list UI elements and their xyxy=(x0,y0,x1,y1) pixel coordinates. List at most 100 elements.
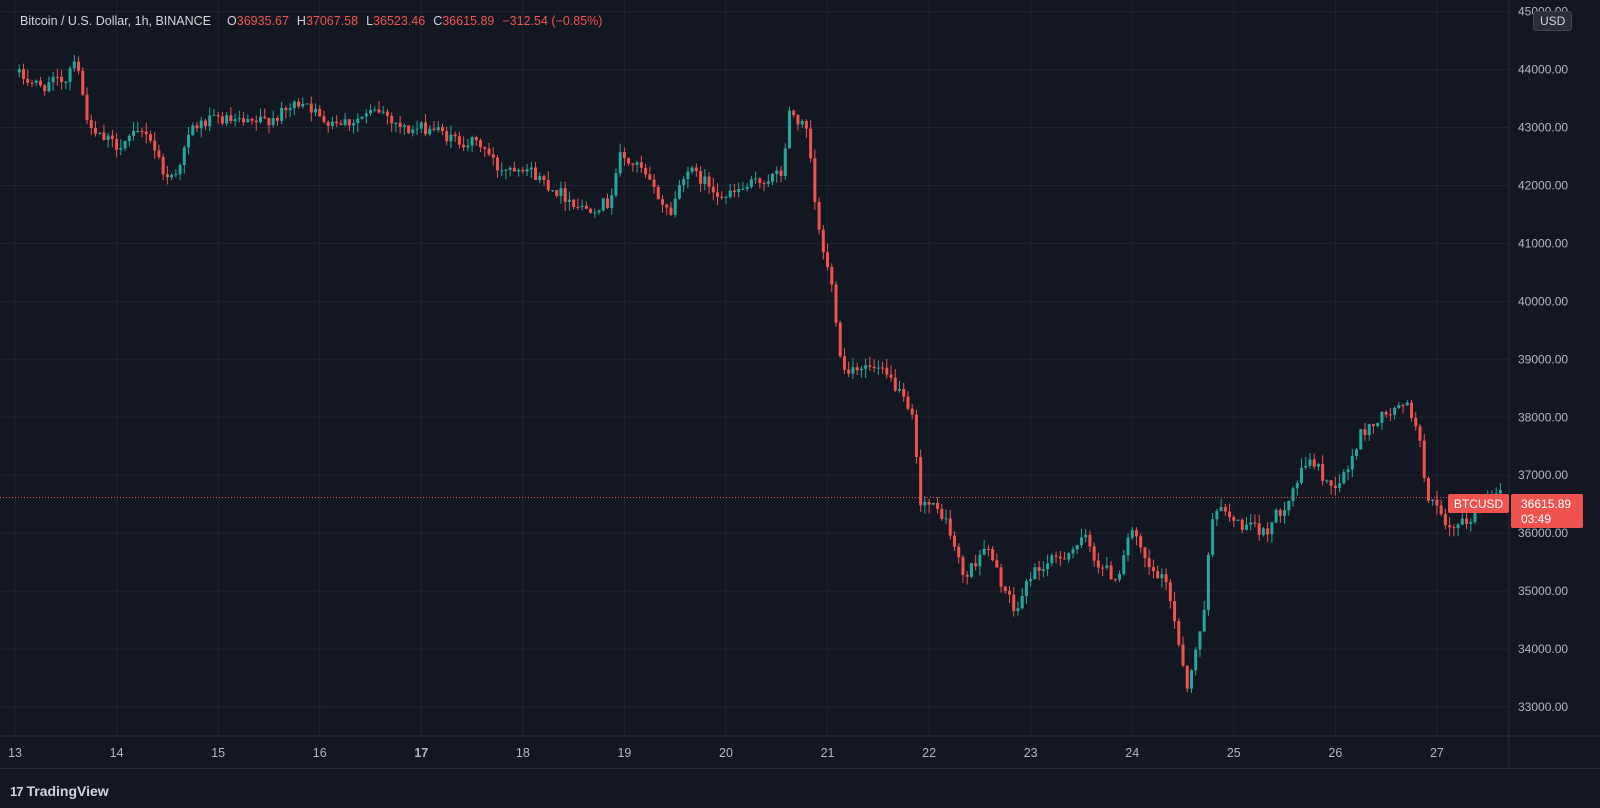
symbol-title[interactable]: Bitcoin / U.S. Dollar, 1h, BINANCE xyxy=(20,14,212,28)
candle-up xyxy=(944,518,948,520)
candle-down xyxy=(1143,547,1147,559)
candle-up xyxy=(500,170,504,172)
candle-up xyxy=(1206,554,1210,610)
candle-down xyxy=(93,128,97,134)
candle-down xyxy=(919,456,923,506)
candle-down xyxy=(479,140,483,148)
candle-down xyxy=(910,408,914,415)
price-tick-label: 39000.00 xyxy=(1518,352,1568,366)
candle-up xyxy=(1405,402,1409,406)
legend-header: Bitcoin / U.S. Dollar, 1h, BINANCE O 3693… xyxy=(20,12,602,30)
candle-up xyxy=(428,128,432,135)
candle-up xyxy=(136,130,140,132)
candle-down xyxy=(914,414,918,457)
candle-up xyxy=(766,181,770,184)
candle-down xyxy=(669,207,673,215)
candle-down xyxy=(275,117,279,121)
candle-up xyxy=(1393,407,1397,415)
candle-up xyxy=(851,367,855,374)
candle-down xyxy=(309,103,313,113)
candle-down xyxy=(948,518,952,536)
low-label: L xyxy=(366,14,374,28)
candle-down xyxy=(534,167,538,180)
btcusd-label-bg xyxy=(1448,494,1509,513)
candle-down xyxy=(339,123,343,125)
candle-down xyxy=(572,199,576,207)
candle-up xyxy=(703,176,707,184)
candlestick-chart[interactable]: 45000.0044000.0043000.0042000.0041000.00… xyxy=(0,0,1600,768)
time-tick-label: 23 xyxy=(1024,746,1038,760)
candle-up xyxy=(1084,534,1088,538)
candle-down xyxy=(732,190,736,193)
candle-down xyxy=(546,180,550,191)
candle-down xyxy=(711,186,715,193)
candle-up xyxy=(1397,405,1401,408)
candle-down xyxy=(81,70,85,95)
candle-down xyxy=(1371,424,1375,427)
price-tick-label: 33000.00 xyxy=(1518,700,1568,714)
candle-up xyxy=(1020,595,1024,609)
candle-down xyxy=(453,134,457,137)
candle-down xyxy=(1037,567,1041,571)
price-tick-label: 40000.00 xyxy=(1518,294,1568,308)
candle-down xyxy=(157,150,161,157)
candle-up xyxy=(17,69,21,73)
currency-button[interactable]: USD xyxy=(1533,11,1573,31)
grid-lines xyxy=(0,0,1509,736)
candle-down xyxy=(1418,426,1422,441)
candle-up xyxy=(550,190,554,192)
candle-down xyxy=(1278,509,1282,516)
candle-down xyxy=(1312,459,1316,467)
candle-down xyxy=(838,322,842,357)
candle-down xyxy=(813,158,817,203)
candle-down xyxy=(652,179,656,187)
candle-up xyxy=(931,502,935,505)
candle-up xyxy=(610,195,614,208)
candle-up xyxy=(1024,581,1028,596)
candle-up xyxy=(559,188,563,196)
candle-down xyxy=(203,120,207,127)
candle-down xyxy=(661,199,665,205)
time-tick-label: 14 xyxy=(110,746,124,760)
candle-down xyxy=(1232,517,1236,521)
candle-down xyxy=(1448,525,1452,528)
time-tick-label: 24 xyxy=(1125,746,1139,760)
tradingview-logo[interactable]: 17 TradingView xyxy=(10,783,109,799)
candle-down xyxy=(961,557,965,575)
candle-up xyxy=(1249,522,1253,525)
candle-down xyxy=(936,502,940,509)
candle-up xyxy=(1291,488,1295,501)
candle-up xyxy=(1469,521,1473,524)
candle-down xyxy=(390,115,394,124)
candle-up xyxy=(415,128,419,130)
candle-down xyxy=(229,115,233,122)
candle-down xyxy=(115,138,119,150)
price-tick-label: 36000.00 xyxy=(1518,526,1568,540)
candle-up xyxy=(1215,511,1219,520)
candle-up xyxy=(369,110,373,114)
candle-up xyxy=(470,137,474,146)
time-axis[interactable]: 13 14 15 16 17 18 19 20 21 22 23 24 25 26 27 xyxy=(8,746,1444,760)
candle-up xyxy=(1287,500,1291,511)
candle-up xyxy=(597,210,601,213)
candle-up xyxy=(1219,507,1223,512)
candle-up xyxy=(741,188,745,190)
candle-up xyxy=(237,118,241,120)
candle-down xyxy=(407,125,411,134)
candle-down xyxy=(38,80,42,86)
candle-down xyxy=(893,377,897,391)
candle-down xyxy=(326,121,330,126)
candle-up xyxy=(677,185,681,199)
candle-up xyxy=(212,115,216,117)
candle-down xyxy=(576,206,580,208)
candle-up xyxy=(1202,609,1206,632)
candle-up xyxy=(783,148,787,176)
candle-down xyxy=(699,171,703,184)
candle-up xyxy=(199,120,203,129)
candle-down xyxy=(1363,429,1367,436)
candle-up xyxy=(314,108,318,113)
candle-up xyxy=(330,121,334,126)
time-tick-label: 15 xyxy=(211,746,225,760)
candle-down xyxy=(1185,665,1189,689)
